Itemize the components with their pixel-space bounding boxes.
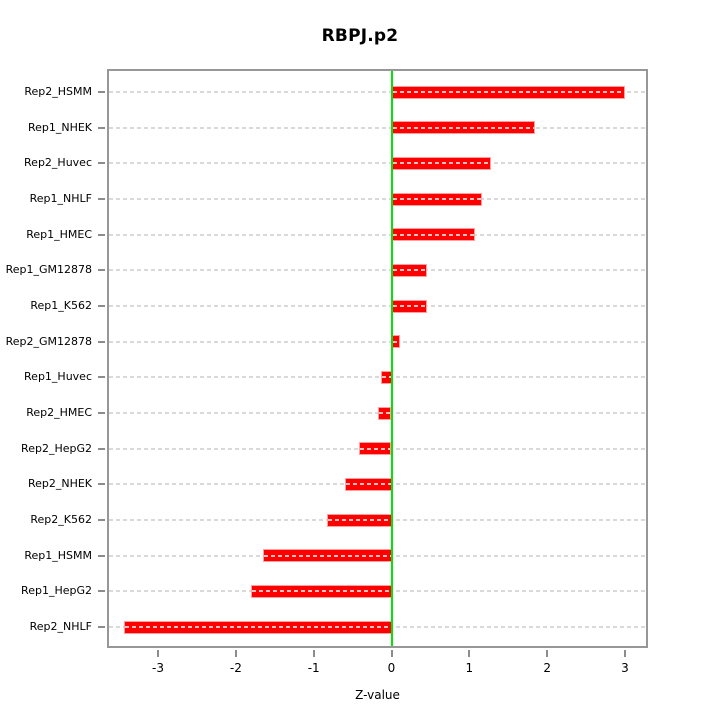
x-axis-tick-label: 2 xyxy=(543,661,551,675)
bar-gridline-overlay xyxy=(392,305,426,307)
bar-gridline-overlay xyxy=(392,233,474,236)
bar xyxy=(391,263,428,277)
y-axis-label: Rep2_GM12878 xyxy=(5,334,92,348)
bar-gridline-overlay xyxy=(264,554,391,557)
x-axis-tick xyxy=(157,650,160,657)
y-axis-tick xyxy=(98,162,105,165)
bar-gridline-overlay xyxy=(392,162,491,165)
bar xyxy=(391,85,625,99)
gridline xyxy=(109,162,646,165)
gridline xyxy=(109,198,646,200)
x-axis-title: Z-value xyxy=(355,688,400,702)
y-axis-tick xyxy=(98,590,105,593)
x-axis-tick xyxy=(312,650,315,657)
bar-gridline-overlay xyxy=(381,376,391,379)
x-axis-tick xyxy=(234,650,237,657)
y-axis-tick xyxy=(98,91,105,93)
x-axis-tick xyxy=(468,650,471,657)
plot-area xyxy=(98,69,648,657)
y-axis-label: Rep1_K562 xyxy=(30,299,92,312)
y-axis-label: Rep2_HepG2 xyxy=(21,441,92,455)
bar-gridline-overlay xyxy=(392,126,534,129)
gridline xyxy=(109,233,646,236)
bar xyxy=(378,406,392,420)
y-axis-label: Rep1_HepG2 xyxy=(21,584,92,598)
y-axis-label: Rep1_NHEK xyxy=(27,120,92,134)
bar xyxy=(344,477,392,491)
y-axis-label: Rep1_HSMM xyxy=(24,548,92,562)
bar xyxy=(250,584,392,598)
bar-gridline-overlay xyxy=(379,412,391,414)
y-axis-tick xyxy=(98,126,105,129)
bar xyxy=(391,121,535,135)
gridline xyxy=(109,126,646,129)
gridline xyxy=(109,91,646,93)
bar-gridline-overlay xyxy=(327,519,391,521)
y-axis-tick xyxy=(98,447,105,450)
y-axis-tick xyxy=(98,412,105,414)
bar-gridline-overlay xyxy=(392,340,400,343)
bar-gridline-overlay xyxy=(359,447,391,450)
bar xyxy=(391,156,492,170)
y-axis-label: Rep2_NHEK xyxy=(27,477,92,491)
bar xyxy=(263,549,392,563)
y-axis-label: Rep2_HMEC xyxy=(26,406,92,419)
y-axis-label: Rep1_GM12878 xyxy=(5,263,92,277)
y-axis-label: Rep1_HMEC xyxy=(26,227,92,241)
bar xyxy=(358,442,392,456)
x-axis-tick-label: -1 xyxy=(307,661,320,675)
gridline xyxy=(109,412,646,414)
gridline xyxy=(109,340,646,343)
y-axis-label: Rep2_K562 xyxy=(30,513,92,526)
x-axis-tick xyxy=(390,650,393,657)
x-axis-tick xyxy=(623,650,626,657)
y-axis-tick xyxy=(98,198,105,200)
y-axis-tick xyxy=(98,305,105,307)
chart-title: RBPJ.p2 xyxy=(321,26,399,46)
x-axis-tick-label: 3 xyxy=(621,661,629,675)
bar xyxy=(391,192,482,206)
bar-gridline-overlay xyxy=(392,269,427,272)
bar-gridline-overlay xyxy=(251,590,391,593)
bar xyxy=(391,299,427,313)
y-axis-label: Rep2_NHLF xyxy=(29,620,92,633)
gridline xyxy=(109,305,646,307)
y-axis-tick xyxy=(98,340,105,343)
bar xyxy=(123,620,392,634)
y-axis-tick xyxy=(98,554,105,557)
y-axis-label: Rep2_HSMM xyxy=(24,85,92,98)
x-axis-tick-label: 1 xyxy=(465,661,474,675)
y-axis-tick xyxy=(98,519,105,521)
y-axis-tick xyxy=(98,233,105,236)
y-axis-tick xyxy=(98,269,105,272)
x-axis-tick xyxy=(546,650,549,657)
bar-gridline-overlay xyxy=(392,198,481,200)
y-axis-tick xyxy=(98,483,105,486)
zero-reference-line xyxy=(390,71,393,646)
gridline xyxy=(109,376,646,379)
y-axis-label: Rep2_Huvec xyxy=(24,156,92,170)
y-axis-label: Rep1_NHLF xyxy=(29,192,92,205)
bar xyxy=(391,335,401,349)
bar-gridline-overlay xyxy=(124,626,391,628)
y-axis-tick xyxy=(98,376,105,379)
bar-gridline-overlay xyxy=(345,483,391,486)
bar xyxy=(391,228,475,242)
y-axis-tick xyxy=(98,626,105,628)
x-axis-tick-label: 0 xyxy=(387,661,396,675)
bar-gridline-overlay xyxy=(392,91,624,93)
x-axis-tick-label: -2 xyxy=(229,661,242,675)
gridline xyxy=(109,269,646,272)
bar xyxy=(326,513,392,527)
x-axis-tick-label: -3 xyxy=(152,661,164,675)
y-axis-label: Rep1_Huvec xyxy=(24,370,92,384)
